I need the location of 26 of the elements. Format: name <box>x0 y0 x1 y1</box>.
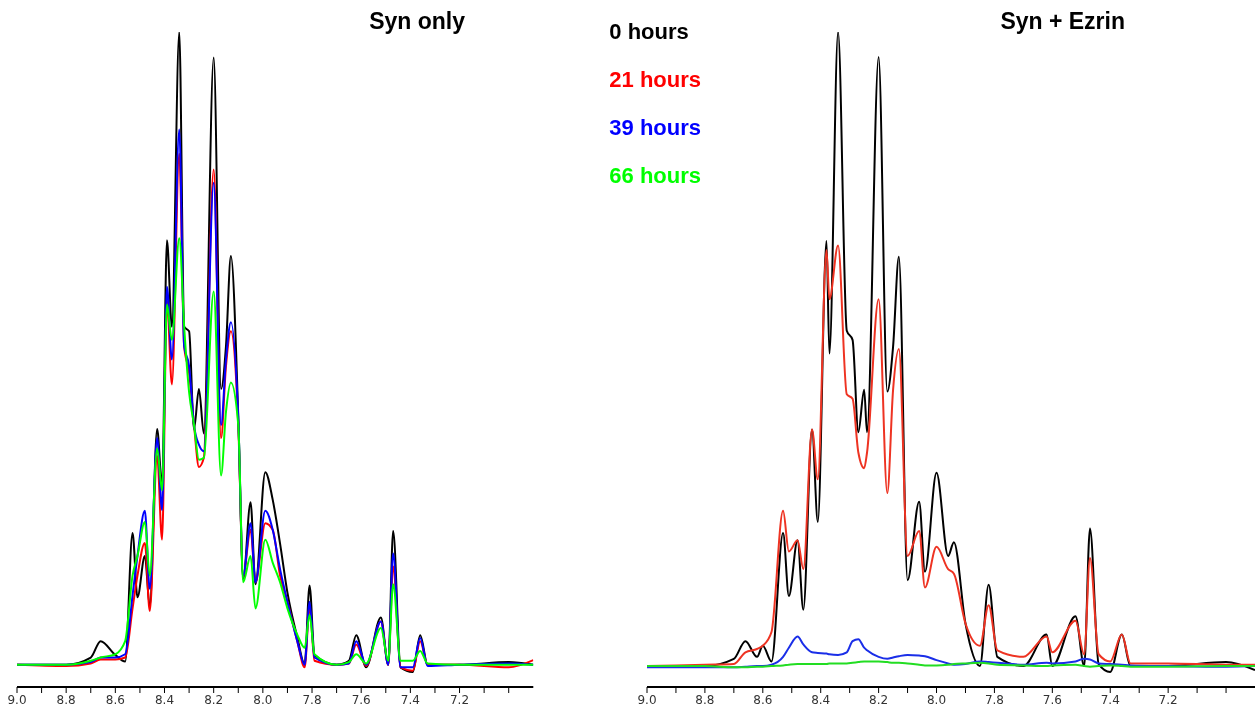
text: 21 hours <box>609 66 701 94</box>
x-tick-label: 8.4 <box>811 692 831 707</box>
x-tick-label: 8.6 <box>105 692 125 707</box>
x-tick-label: 8.0 <box>253 692 273 707</box>
x-tick-label: 8.4 <box>154 692 175 707</box>
x-tick-label: 7.6 <box>351 692 371 707</box>
x-tick-label: 7.8 <box>984 692 1004 707</box>
x-tick-label: 9.0 <box>637 692 657 707</box>
x-tick-label: 8.2 <box>869 692 889 707</box>
x-tick-label: 9.0 <box>7 692 27 707</box>
text: 39 hours <box>609 114 701 142</box>
text: 0 hours <box>609 18 690 46</box>
x-tick-label: 7.2 <box>1158 692 1178 707</box>
chart-title: Syn only <box>369 8 465 35</box>
x-tick-label: 8.8 <box>695 692 715 707</box>
x-tick-label: 8.6 <box>753 692 773 707</box>
x-tick-label: 7.2 <box>449 692 470 707</box>
x-tick-label: 7.4 <box>400 692 420 707</box>
x-tick-label: 7.6 <box>1042 692 1062 707</box>
x-tick-label: 8.2 <box>204 692 224 707</box>
x-tick-label: 8.8 <box>56 692 76 707</box>
chart-title: Syn + Ezrin <box>1000 8 1125 35</box>
x-tick-label: 7.8 <box>302 692 322 707</box>
text: 66 hours <box>609 162 701 190</box>
x-tick-label: 8.0 <box>926 692 947 707</box>
x-tick-label: 7.4 <box>1100 692 1120 707</box>
